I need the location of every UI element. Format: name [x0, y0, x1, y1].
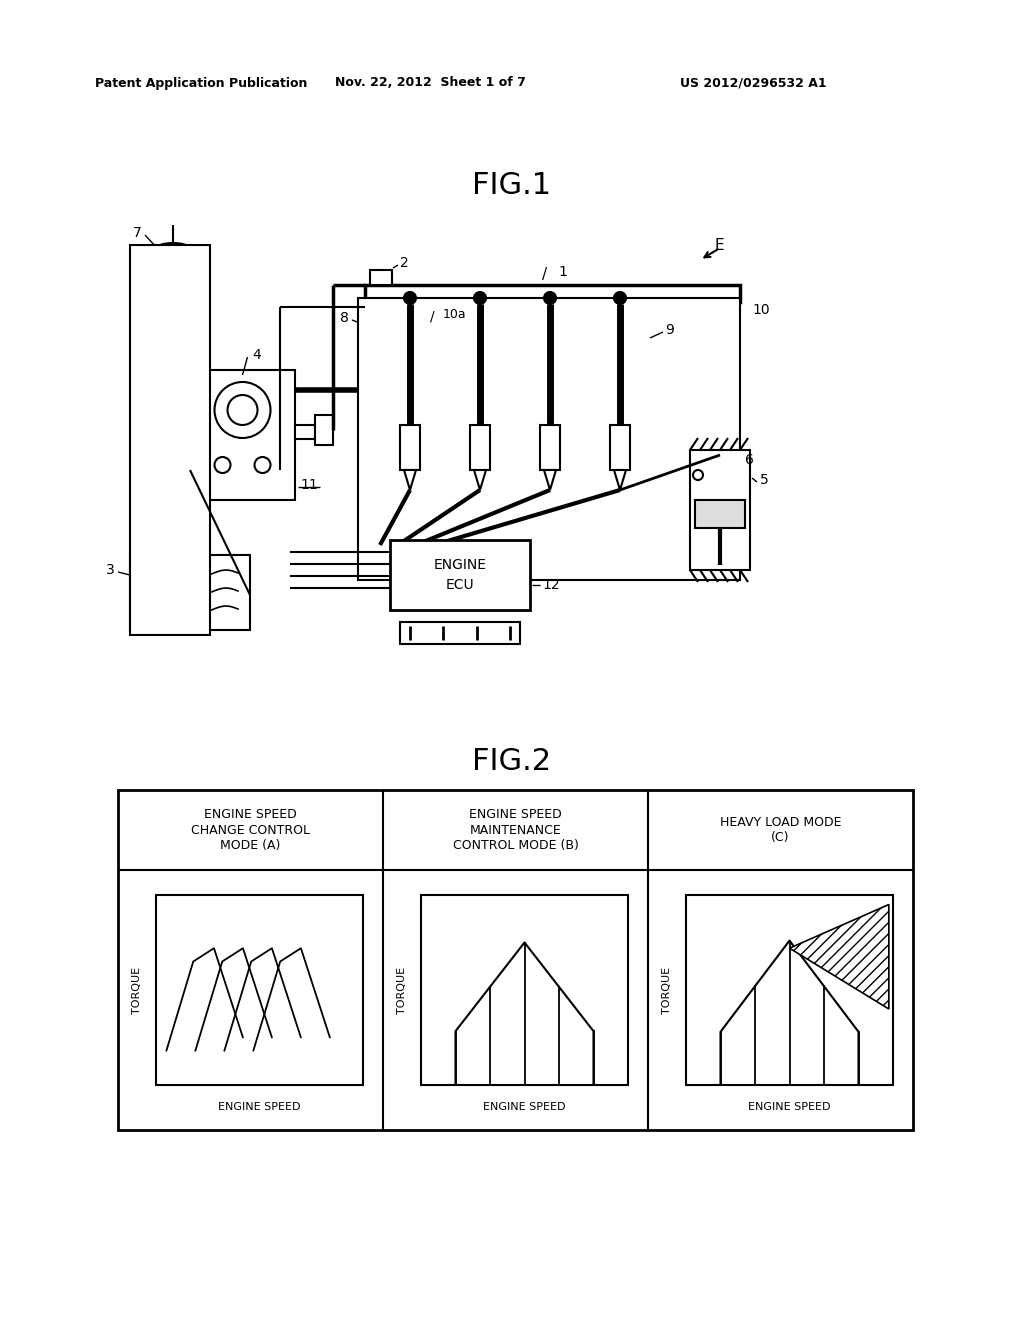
Circle shape: [544, 292, 556, 304]
Text: 4: 4: [253, 348, 261, 362]
Polygon shape: [790, 904, 889, 1008]
Bar: [130, 554, 250, 630]
Text: 3: 3: [106, 564, 115, 577]
Circle shape: [255, 457, 270, 473]
Text: 10a: 10a: [443, 308, 467, 321]
Bar: [610, 425, 630, 470]
Bar: [190, 370, 295, 500]
Text: 6: 6: [745, 453, 754, 467]
Circle shape: [474, 292, 486, 304]
Bar: [390, 540, 530, 610]
Text: 10: 10: [752, 304, 770, 317]
Text: ENGINE: ENGINE: [433, 558, 486, 572]
Bar: [315, 414, 333, 445]
Text: 5: 5: [760, 473, 769, 487]
Text: US 2012/0296532 A1: US 2012/0296532 A1: [680, 77, 826, 90]
Bar: [156, 895, 362, 1085]
Text: 9: 9: [665, 323, 674, 337]
Text: E: E: [715, 238, 725, 252]
Circle shape: [214, 381, 270, 438]
Text: ENGINE SPEED: ENGINE SPEED: [218, 1102, 301, 1113]
Text: ENGINE SPEED: ENGINE SPEED: [483, 1102, 565, 1113]
Text: TORQUE: TORQUE: [662, 966, 672, 1014]
Bar: [690, 450, 750, 570]
Text: TORQUE: TORQUE: [132, 966, 142, 1014]
Bar: [540, 425, 560, 470]
Circle shape: [614, 292, 626, 304]
Text: TORQUE: TORQUE: [397, 966, 407, 1014]
Polygon shape: [614, 470, 626, 490]
Bar: [470, 425, 490, 470]
Text: FIG.2: FIG.2: [472, 747, 552, 776]
Text: 7: 7: [133, 226, 142, 240]
Text: Patent Application Publication: Patent Application Publication: [95, 77, 307, 90]
Bar: [118, 789, 913, 1130]
Polygon shape: [474, 470, 486, 490]
Text: 11: 11: [300, 478, 317, 492]
Text: /: /: [543, 268, 548, 282]
Text: ENGINE SPEED: ENGINE SPEED: [749, 1102, 830, 1113]
Bar: [686, 895, 893, 1085]
Bar: [370, 271, 392, 285]
Bar: [365, 285, 740, 302]
Bar: [145, 546, 165, 554]
Ellipse shape: [157, 243, 189, 253]
Bar: [421, 895, 628, 1085]
Bar: [358, 298, 740, 579]
Circle shape: [404, 292, 416, 304]
Polygon shape: [404, 470, 416, 490]
Text: Nov. 22, 2012  Sheet 1 of 7: Nov. 22, 2012 Sheet 1 of 7: [335, 77, 525, 90]
Text: ECU: ECU: [445, 578, 474, 591]
Bar: [400, 425, 420, 470]
Circle shape: [227, 395, 257, 425]
Text: /: /: [430, 310, 434, 323]
Bar: [130, 246, 210, 635]
Text: ENGINE SPEED
MAINTENANCE
CONTROL MODE (B): ENGINE SPEED MAINTENANCE CONTROL MODE (B…: [453, 808, 579, 851]
Circle shape: [214, 457, 230, 473]
Bar: [695, 500, 745, 528]
Polygon shape: [544, 470, 556, 490]
Bar: [157, 248, 189, 293]
Bar: [400, 622, 520, 644]
Text: HEAVY LOAD MODE
(C): HEAVY LOAD MODE (C): [720, 816, 842, 843]
Text: 8: 8: [340, 312, 349, 325]
Text: ENGINE SPEED
CHANGE CONTROL
MODE (A): ENGINE SPEED CHANGE CONTROL MODE (A): [191, 808, 310, 851]
Circle shape: [693, 470, 703, 480]
Text: 12: 12: [542, 578, 560, 591]
Text: 2: 2: [400, 256, 409, 271]
Bar: [295, 425, 315, 440]
Text: 1: 1: [558, 265, 567, 279]
Text: FIG.1: FIG.1: [472, 170, 552, 199]
